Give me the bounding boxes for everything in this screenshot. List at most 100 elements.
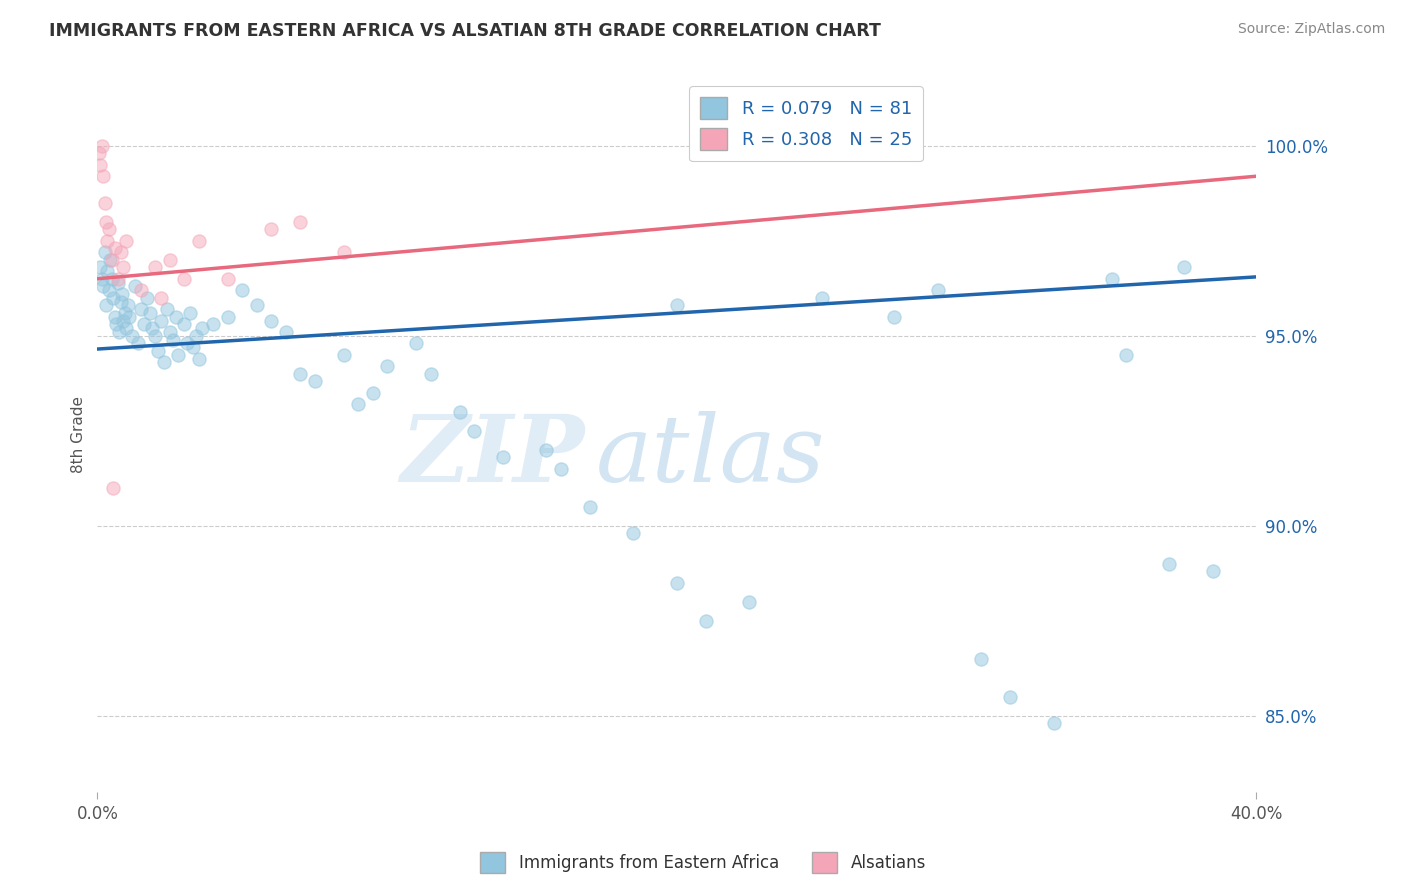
Point — [91, 279, 114, 293]
Point — [112, 260, 135, 275]
Point — [148, 343, 170, 358]
Point — [121, 328, 143, 343]
Point — [1115, 348, 1137, 362]
Point — [173, 272, 195, 286]
Legend: Immigrants from Eastern Africa, Alsatians: Immigrants from Eastern Africa, Alsatian… — [474, 846, 932, 880]
Point — [143, 328, 166, 343]
Point — [105, 318, 128, 332]
Point — [101, 252, 124, 267]
Point — [1159, 557, 1181, 571]
Point — [97, 222, 120, 236]
Point — [246, 298, 269, 312]
Point — [1101, 272, 1123, 286]
Point — [927, 283, 949, 297]
Point — [202, 318, 225, 332]
Point — [159, 325, 181, 339]
Point — [449, 405, 471, 419]
Point — [970, 651, 993, 665]
Point — [181, 340, 204, 354]
Point — [104, 310, 127, 324]
Point — [190, 321, 212, 335]
Point — [159, 252, 181, 267]
Point — [91, 169, 114, 184]
Point — [93, 195, 115, 210]
Point — [665, 298, 688, 312]
Point — [90, 138, 112, 153]
Point — [332, 348, 354, 362]
Point — [111, 287, 134, 301]
Point — [94, 215, 117, 229]
Point — [132, 318, 155, 332]
Point — [117, 298, 139, 312]
Point — [738, 595, 761, 609]
Point — [94, 298, 117, 312]
Point — [124, 279, 146, 293]
Point — [231, 283, 253, 297]
Text: IMMIGRANTS FROM EASTERN AFRICA VS ALSATIAN 8TH GRADE CORRELATION CHART: IMMIGRANTS FROM EASTERN AFRICA VS ALSATI… — [49, 22, 882, 40]
Point — [162, 333, 184, 347]
Point — [1202, 564, 1225, 578]
Point — [1173, 260, 1195, 275]
Point — [100, 252, 122, 267]
Point — [167, 348, 190, 362]
Text: Source: ZipAtlas.com: Source: ZipAtlas.com — [1237, 22, 1385, 37]
Point — [110, 294, 132, 309]
Point — [347, 397, 370, 411]
Point — [89, 158, 111, 172]
Point — [184, 328, 207, 343]
Point — [217, 272, 239, 286]
Point — [135, 291, 157, 305]
Point — [96, 234, 118, 248]
Point — [623, 526, 645, 541]
Point — [810, 291, 832, 305]
Text: atlas: atlas — [596, 411, 825, 501]
Y-axis label: 8th Grade: 8th Grade — [72, 396, 86, 473]
Point — [89, 260, 111, 275]
Point — [405, 336, 427, 351]
Point — [165, 310, 187, 324]
Point — [665, 575, 688, 590]
Point — [97, 283, 120, 297]
Point — [129, 302, 152, 317]
Point — [103, 291, 125, 305]
Point — [176, 336, 198, 351]
Point — [998, 690, 1021, 704]
Point — [114, 306, 136, 320]
Point — [695, 614, 717, 628]
Point — [419, 367, 441, 381]
Point — [883, 310, 905, 324]
Point — [179, 306, 201, 320]
Point — [104, 241, 127, 255]
Point — [217, 310, 239, 324]
Point — [115, 321, 138, 335]
Point — [118, 310, 141, 324]
Point — [96, 264, 118, 278]
Point — [87, 146, 110, 161]
Point — [173, 318, 195, 332]
Point — [375, 359, 398, 373]
Point — [463, 424, 485, 438]
Point — [536, 442, 558, 457]
Point — [138, 306, 160, 320]
Point — [103, 481, 125, 495]
Text: ZIP: ZIP — [399, 411, 583, 501]
Point — [107, 276, 129, 290]
Point — [187, 351, 209, 366]
Point — [1042, 716, 1064, 731]
Point — [260, 313, 283, 327]
Point — [101, 272, 124, 286]
Point — [550, 461, 572, 475]
Point — [90, 272, 112, 286]
Point — [107, 272, 129, 286]
Point — [93, 245, 115, 260]
Point — [274, 325, 297, 339]
Point — [260, 222, 283, 236]
Point — [150, 313, 173, 327]
Point — [579, 500, 602, 514]
Point — [129, 283, 152, 297]
Point — [115, 234, 138, 248]
Point — [290, 367, 312, 381]
Point — [127, 336, 149, 351]
Point — [290, 215, 312, 229]
Point — [153, 355, 176, 369]
